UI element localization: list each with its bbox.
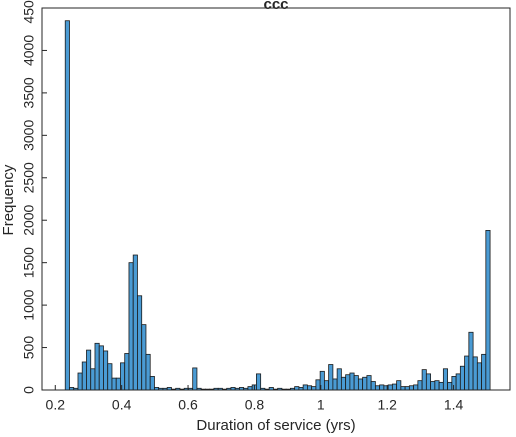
y-tick-label: 0 bbox=[21, 386, 37, 394]
bar bbox=[345, 374, 351, 391]
y-tick-label: 3500 bbox=[21, 77, 37, 108]
y-tick-label: 1500 bbox=[21, 247, 37, 278]
bar bbox=[481, 353, 487, 391]
y-tick-label: 3000 bbox=[21, 120, 37, 151]
y-tick-label: 2000 bbox=[21, 204, 37, 235]
x-tick-label: 1.4 bbox=[444, 397, 464, 413]
bar bbox=[374, 385, 381, 391]
bar bbox=[332, 378, 338, 391]
bar bbox=[86, 349, 92, 391]
bar bbox=[387, 384, 393, 391]
bar bbox=[349, 372, 355, 391]
bar bbox=[328, 364, 334, 391]
y-tick-label: 4000 bbox=[21, 35, 37, 66]
y-tick-label: 4500 bbox=[21, 0, 37, 24]
bar bbox=[476, 362, 482, 391]
bar bbox=[98, 345, 104, 391]
x-tick-label: 0.8 bbox=[245, 397, 265, 413]
bar bbox=[408, 385, 415, 391]
bar bbox=[115, 377, 121, 391]
bar bbox=[340, 376, 347, 391]
x-tick-label: 0.2 bbox=[46, 397, 66, 413]
bar bbox=[128, 262, 134, 391]
x-tick-label: 1.2 bbox=[377, 397, 397, 413]
bar bbox=[137, 295, 143, 391]
bar bbox=[103, 350, 109, 391]
bar bbox=[111, 377, 117, 391]
bar bbox=[366, 375, 372, 391]
bar bbox=[64, 20, 70, 391]
bar bbox=[459, 365, 465, 391]
bar bbox=[306, 385, 313, 391]
bar bbox=[413, 384, 419, 391]
bar bbox=[438, 381, 444, 391]
bar bbox=[417, 380, 423, 391]
y-axis-label: Frequency bbox=[0, 164, 17, 235]
bar bbox=[315, 379, 321, 391]
bar bbox=[81, 361, 87, 391]
bar bbox=[442, 368, 449, 391]
bar bbox=[468, 331, 474, 391]
bar bbox=[421, 369, 427, 391]
bar bbox=[464, 355, 470, 391]
bar bbox=[311, 386, 317, 391]
bar bbox=[294, 386, 300, 391]
x-tick-label: 0.6 bbox=[178, 397, 198, 413]
bar bbox=[353, 375, 359, 391]
x-tick-label: 1 bbox=[317, 397, 325, 413]
bar bbox=[132, 254, 138, 391]
y-tick-label: 500 bbox=[21, 336, 37, 360]
bar bbox=[124, 353, 130, 391]
bar bbox=[434, 380, 440, 391]
bar bbox=[302, 384, 308, 391]
bar bbox=[107, 363, 113, 391]
y-tick-label: 2500 bbox=[21, 162, 37, 193]
bar bbox=[396, 380, 402, 391]
bar bbox=[336, 368, 342, 391]
bar bbox=[404, 386, 410, 391]
bar bbox=[192, 367, 198, 391]
bar bbox=[90, 368, 96, 391]
bar bbox=[391, 383, 398, 391]
x-axis-label: Duration of service (yrs) bbox=[196, 417, 355, 434]
bar bbox=[141, 324, 147, 391]
bar bbox=[485, 230, 491, 391]
chart-title: ccc bbox=[263, 0, 288, 13]
bar bbox=[370, 381, 376, 391]
bar bbox=[149, 376, 155, 391]
bar bbox=[430, 381, 436, 391]
bar bbox=[323, 380, 330, 391]
bar bbox=[94, 342, 100, 391]
bar bbox=[77, 372, 83, 391]
bar bbox=[145, 353, 151, 391]
bar bbox=[247, 386, 253, 391]
bar bbox=[472, 356, 478, 391]
bar bbox=[256, 373, 262, 391]
bar bbox=[362, 376, 368, 391]
plot-frame bbox=[41, 7, 511, 391]
bar bbox=[400, 386, 406, 391]
y-tick-label: 1000 bbox=[21, 289, 37, 320]
bar bbox=[455, 373, 461, 391]
x-tick-label: 0.4 bbox=[112, 397, 132, 413]
bar bbox=[357, 378, 364, 391]
bar bbox=[425, 373, 432, 391]
bar bbox=[120, 362, 126, 391]
bar bbox=[379, 384, 385, 391]
bar bbox=[447, 381, 453, 391]
